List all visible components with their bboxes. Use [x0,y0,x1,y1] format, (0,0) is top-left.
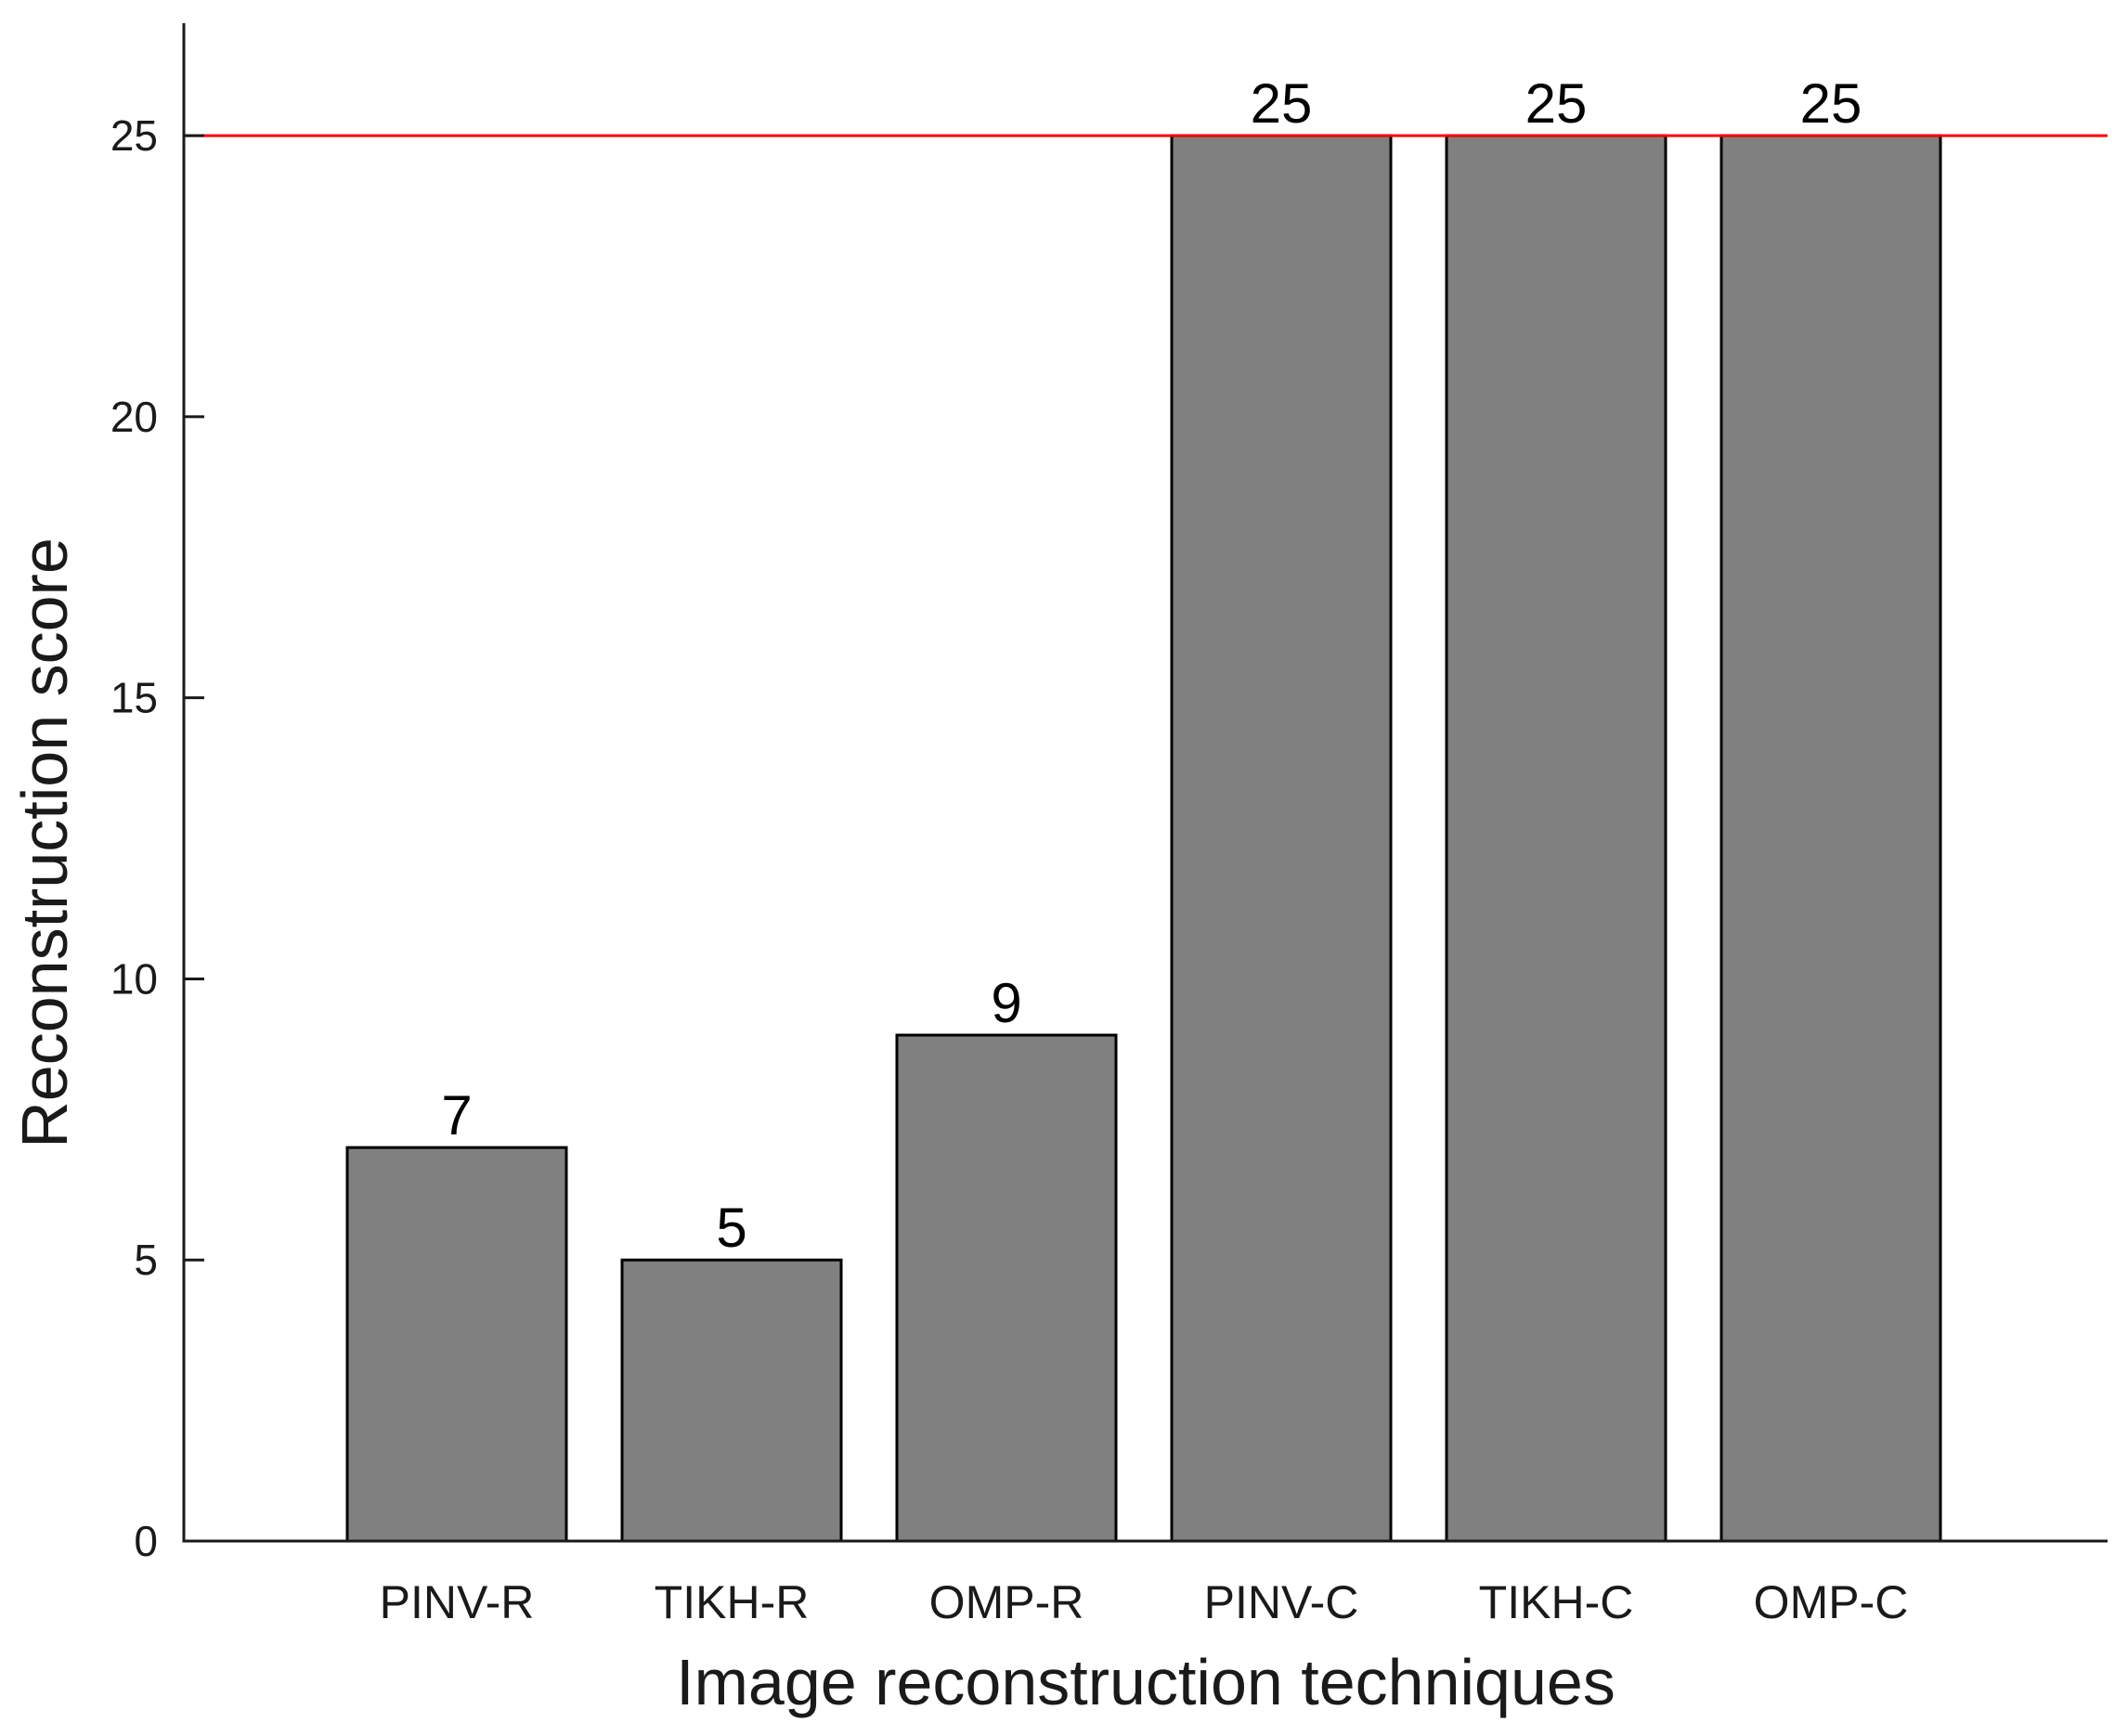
y-tick-label: 0 [134,1517,158,1565]
bar-tikh-c [1445,134,1667,1543]
x-tick-label: PINV-R [380,1576,535,1628]
y-tick-label: 20 [110,393,158,441]
data-label: 5 [716,1197,746,1259]
x-tick-label: TIKH-C [1479,1576,1634,1628]
data-label: 9 [991,972,1021,1034]
bar-pinv-c [1170,134,1393,1543]
y-ticks-group: 0 5 10 15 20 25 [110,111,204,1565]
y-tick-label: 5 [134,1236,158,1284]
bar-omp-c [1719,134,1942,1543]
data-label: 7 [441,1084,472,1147]
bars-group [345,134,1942,1543]
y-axis-title: Reconstruction score [8,538,81,1148]
x-tick-label: OMP-R [929,1576,1084,1628]
bar-tikh-r [620,1258,843,1543]
data-label: 25 [1800,72,1862,135]
x-tick-label: TIKH-R [655,1576,810,1628]
data-label: 25 [1251,72,1313,135]
x-tick-label: OMP-C [1754,1576,1909,1628]
y-tick-label: 25 [110,111,158,160]
bar-pinv-r [345,1146,568,1543]
data-label: 25 [1525,72,1588,135]
x-tick-label: PINV-C [1204,1576,1359,1628]
x-axis-title: Image reconstruction techniques [676,1646,1615,1718]
x-tick-labels-group: PINV-R TIKH-R OMP-R PINV-C TIKH-C OMP-C [380,1576,1909,1628]
bar-omp-r [895,1033,1118,1543]
data-labels-group: 7 5 9 25 25 25 [441,72,1862,1259]
y-tick-label: 15 [110,674,158,722]
y-tick-label: 10 [110,954,158,1003]
